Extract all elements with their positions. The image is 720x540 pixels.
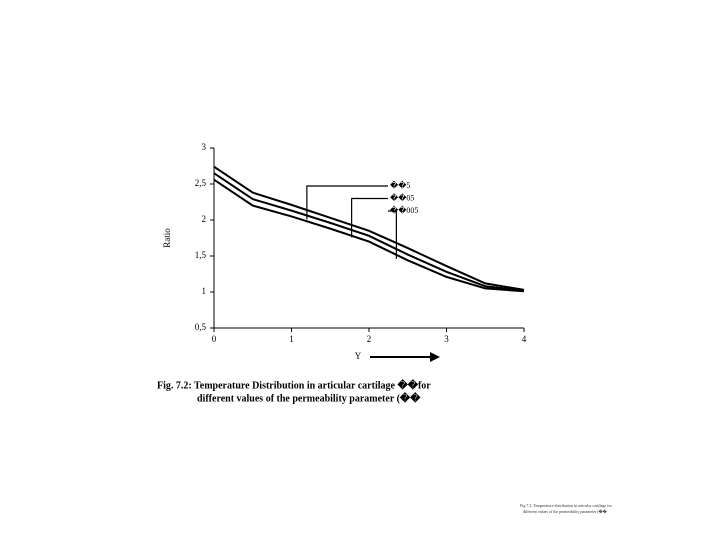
x-tick-label: 0 xyxy=(212,334,217,344)
series-label: ��005 xyxy=(390,205,418,215)
y-tick-label: 0,5 xyxy=(195,322,207,332)
series-label: ��5 xyxy=(390,180,410,190)
footnote-line: different values of the permeability par… xyxy=(523,509,608,514)
caption-line: Fig. 7.2: Temperature Distribution in ar… xyxy=(157,378,431,391)
leader-line xyxy=(351,197,388,238)
leader-line xyxy=(306,185,388,220)
series-line xyxy=(213,165,525,291)
series-line xyxy=(213,172,525,292)
leader-line xyxy=(388,210,397,259)
footnote-line: Fig 7.2: Temperature distribution in art… xyxy=(520,503,613,508)
y-tick-label: 2,5 xyxy=(195,178,207,188)
x-tick-label: 4 xyxy=(522,334,527,344)
series-line xyxy=(213,178,525,293)
y-tick-label: 2 xyxy=(202,214,207,224)
x-tick-label: 3 xyxy=(444,334,449,344)
y-tick-label: 3 xyxy=(202,142,207,152)
x-tick-label: 2 xyxy=(367,334,372,344)
x-arrowhead xyxy=(430,352,440,362)
x-tick-label: 1 xyxy=(289,334,294,344)
y-tick-label: 1,5 xyxy=(195,250,207,260)
caption-line: different values of the permeability par… xyxy=(197,391,421,404)
y-axis-label: Ratio xyxy=(162,228,172,248)
y-tick-label: 1 xyxy=(202,286,207,296)
series-label: ��05 xyxy=(390,192,414,202)
x-axis-label: Y xyxy=(355,351,362,361)
